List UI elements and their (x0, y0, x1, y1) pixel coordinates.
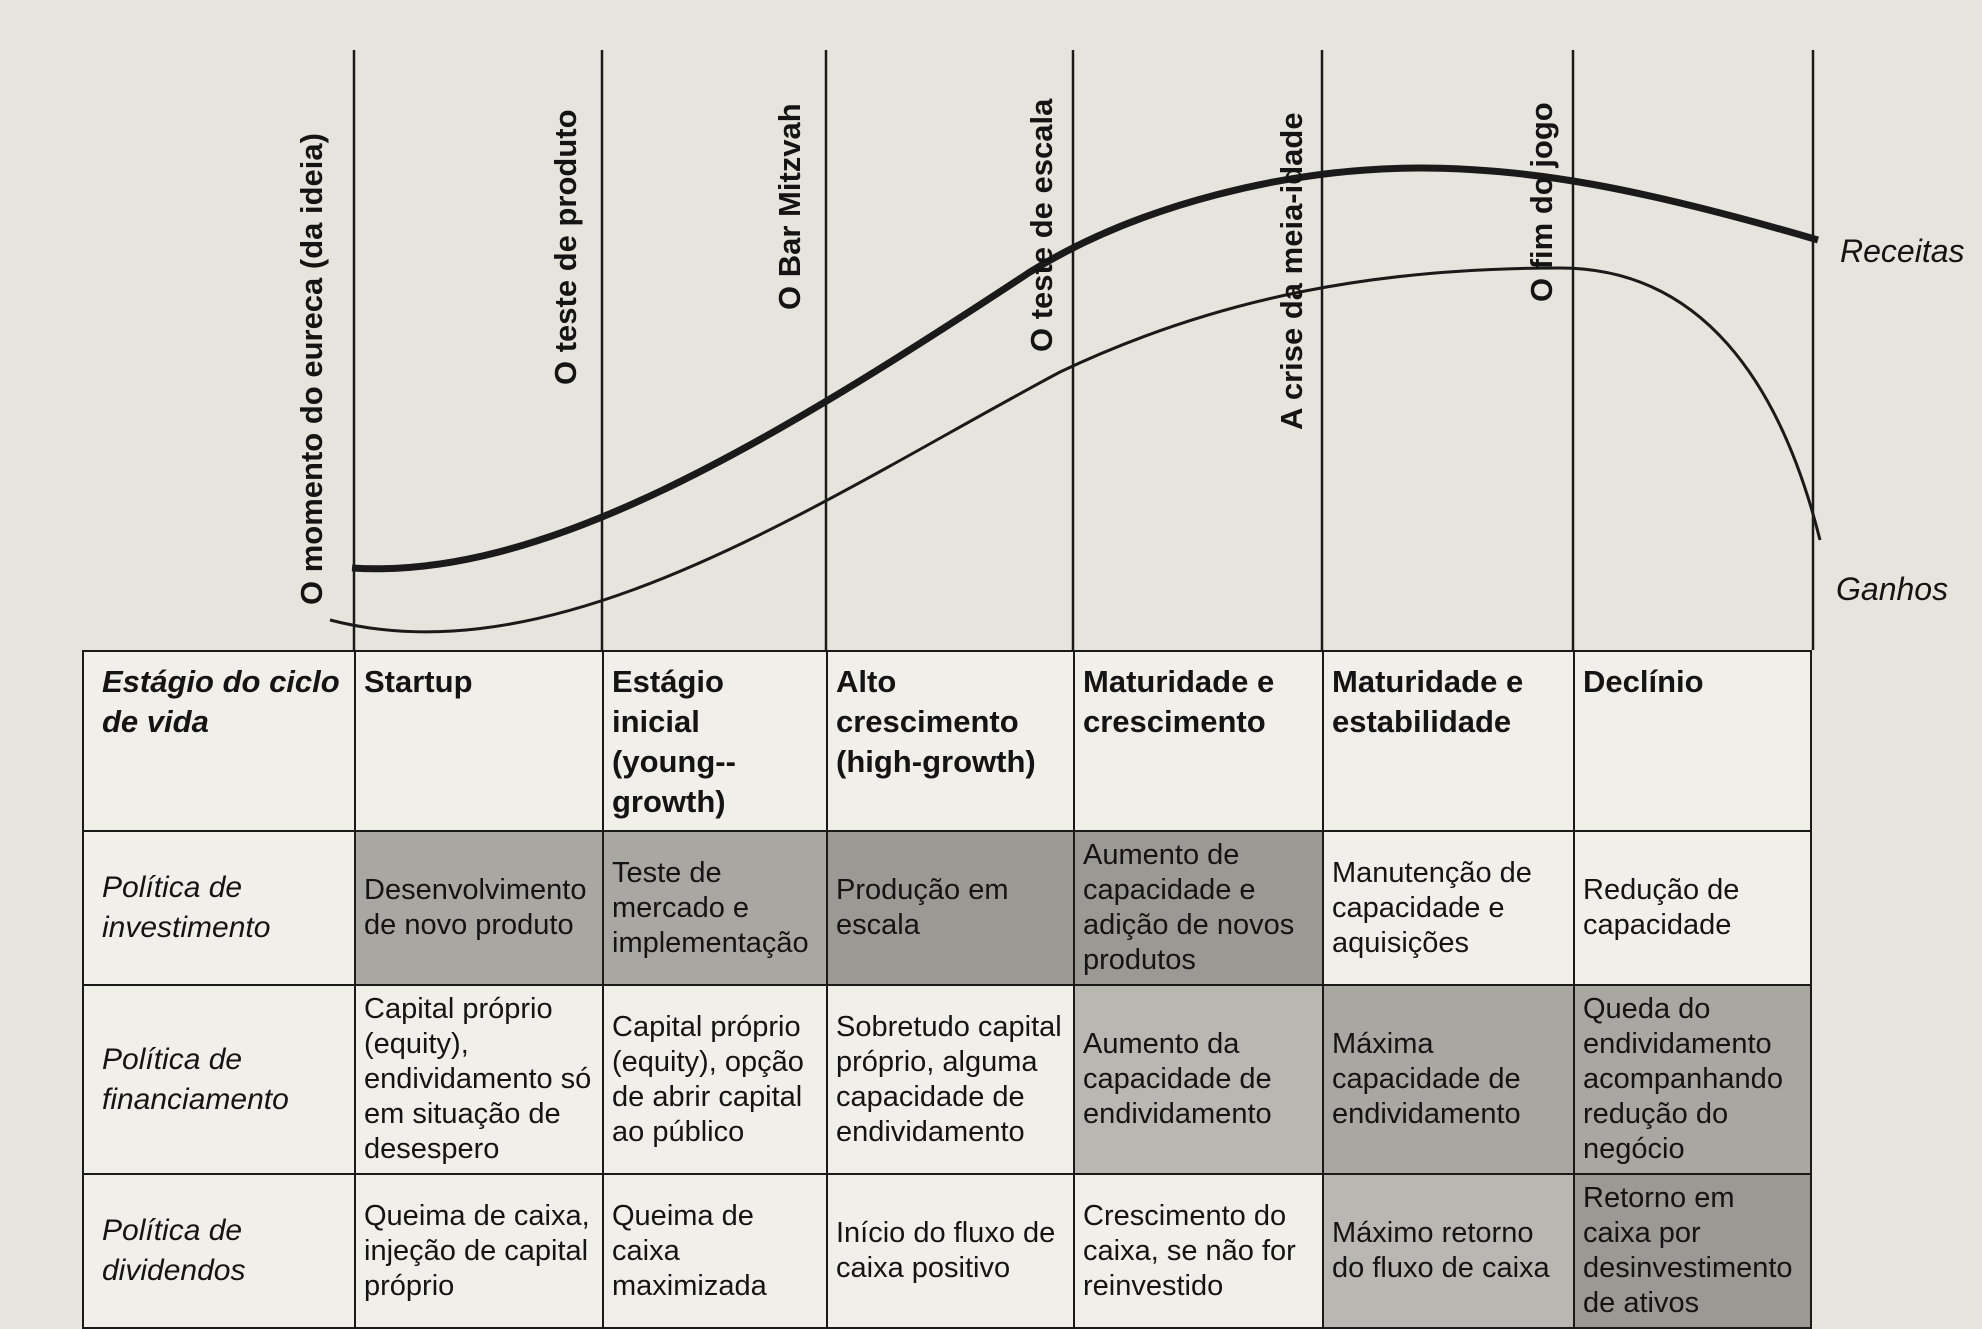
table-cell: Teste de mercado e implementação (602, 830, 828, 986)
table-cell: Sobretudo capital próprio, alguma capaci… (826, 984, 1075, 1175)
table-cell: Manutenção de capacidade e aquisições (1322, 830, 1575, 986)
table-row: Política de investimento Desenvolvimento… (82, 830, 1812, 986)
header-cell: Declínio (1573, 650, 1812, 832)
table-cell: Queima de caixa, injeção de capital próp… (354, 1173, 604, 1329)
milestone-label: O teste de produto (548, 109, 583, 385)
lifecycle-table: Estágio do ciclo de vida Startup Estágio… (82, 650, 1812, 1329)
header-row: Estágio do ciclo de vida Startup Estágio… (82, 650, 1812, 832)
revenue-curve (351, 164, 1819, 573)
revenue-label: Receitas (1840, 233, 1965, 269)
table-cell: Desenvolvimento de novo produto (354, 830, 604, 986)
milestone-label: O momento do eureca (da ideia) (294, 133, 329, 605)
table-cell: Máximo retorno do fluxo de caixa (1322, 1173, 1575, 1329)
header-cell: Maturidade e estabilidade (1322, 650, 1575, 832)
earnings-curve (329, 266, 1822, 634)
header-cell: Startup (354, 650, 604, 832)
header-cell: Estágio inicial (young--growth) (602, 650, 828, 832)
row-label: Política de investimento (82, 830, 356, 986)
table-cell: Produção em escala (826, 830, 1075, 986)
table-cell: Capital próprio (equity), endividamento … (354, 984, 604, 1175)
table-row: Política de financiamento Capital própri… (82, 984, 1812, 1175)
table-cell: Aumento de capacidade e adição de novos … (1073, 830, 1324, 986)
table-cell: Queda do endividamento acompanhando redu… (1573, 984, 1812, 1175)
table-cell: Redução de capacidade (1573, 830, 1812, 986)
table-row: Política de dividendos Queima de caixa, … (82, 1173, 1812, 1329)
table-cell: Início do fluxo de caixa positivo (826, 1173, 1075, 1329)
stage-dividers (352, 50, 1815, 650)
table-cell: Retorno em caixa por desinvestimento de … (1573, 1173, 1812, 1329)
header-cell: Estágio do ciclo de vida (82, 650, 356, 832)
table-cell: Crescimento do caixa, se não for reinves… (1073, 1173, 1324, 1329)
milestone-label: O teste de escala (1024, 98, 1059, 352)
row-label: Política de financiamento (82, 984, 356, 1175)
table-cell: Máxima capacidade de endividamento (1322, 984, 1575, 1175)
table-cell: Queima de caixa maximizada (602, 1173, 828, 1329)
header-cell: Alto crescimento (high-growth) (826, 650, 1075, 832)
table-cell: Capital próprio (equity), opção de abrir… (602, 984, 828, 1175)
milestone-label: O Bar Mitzvah (772, 103, 807, 310)
row-label: Política de dividendos (82, 1173, 356, 1329)
header-cell: Maturidade e crescimento (1073, 650, 1324, 832)
milestone-label: O fim do jogo (1524, 102, 1559, 302)
earnings-label: Ganhos (1836, 571, 1948, 607)
table-cell: Aumento da capacidade de endividamento (1073, 984, 1324, 1175)
milestone-label: A crise da meia-idade (1274, 112, 1309, 430)
